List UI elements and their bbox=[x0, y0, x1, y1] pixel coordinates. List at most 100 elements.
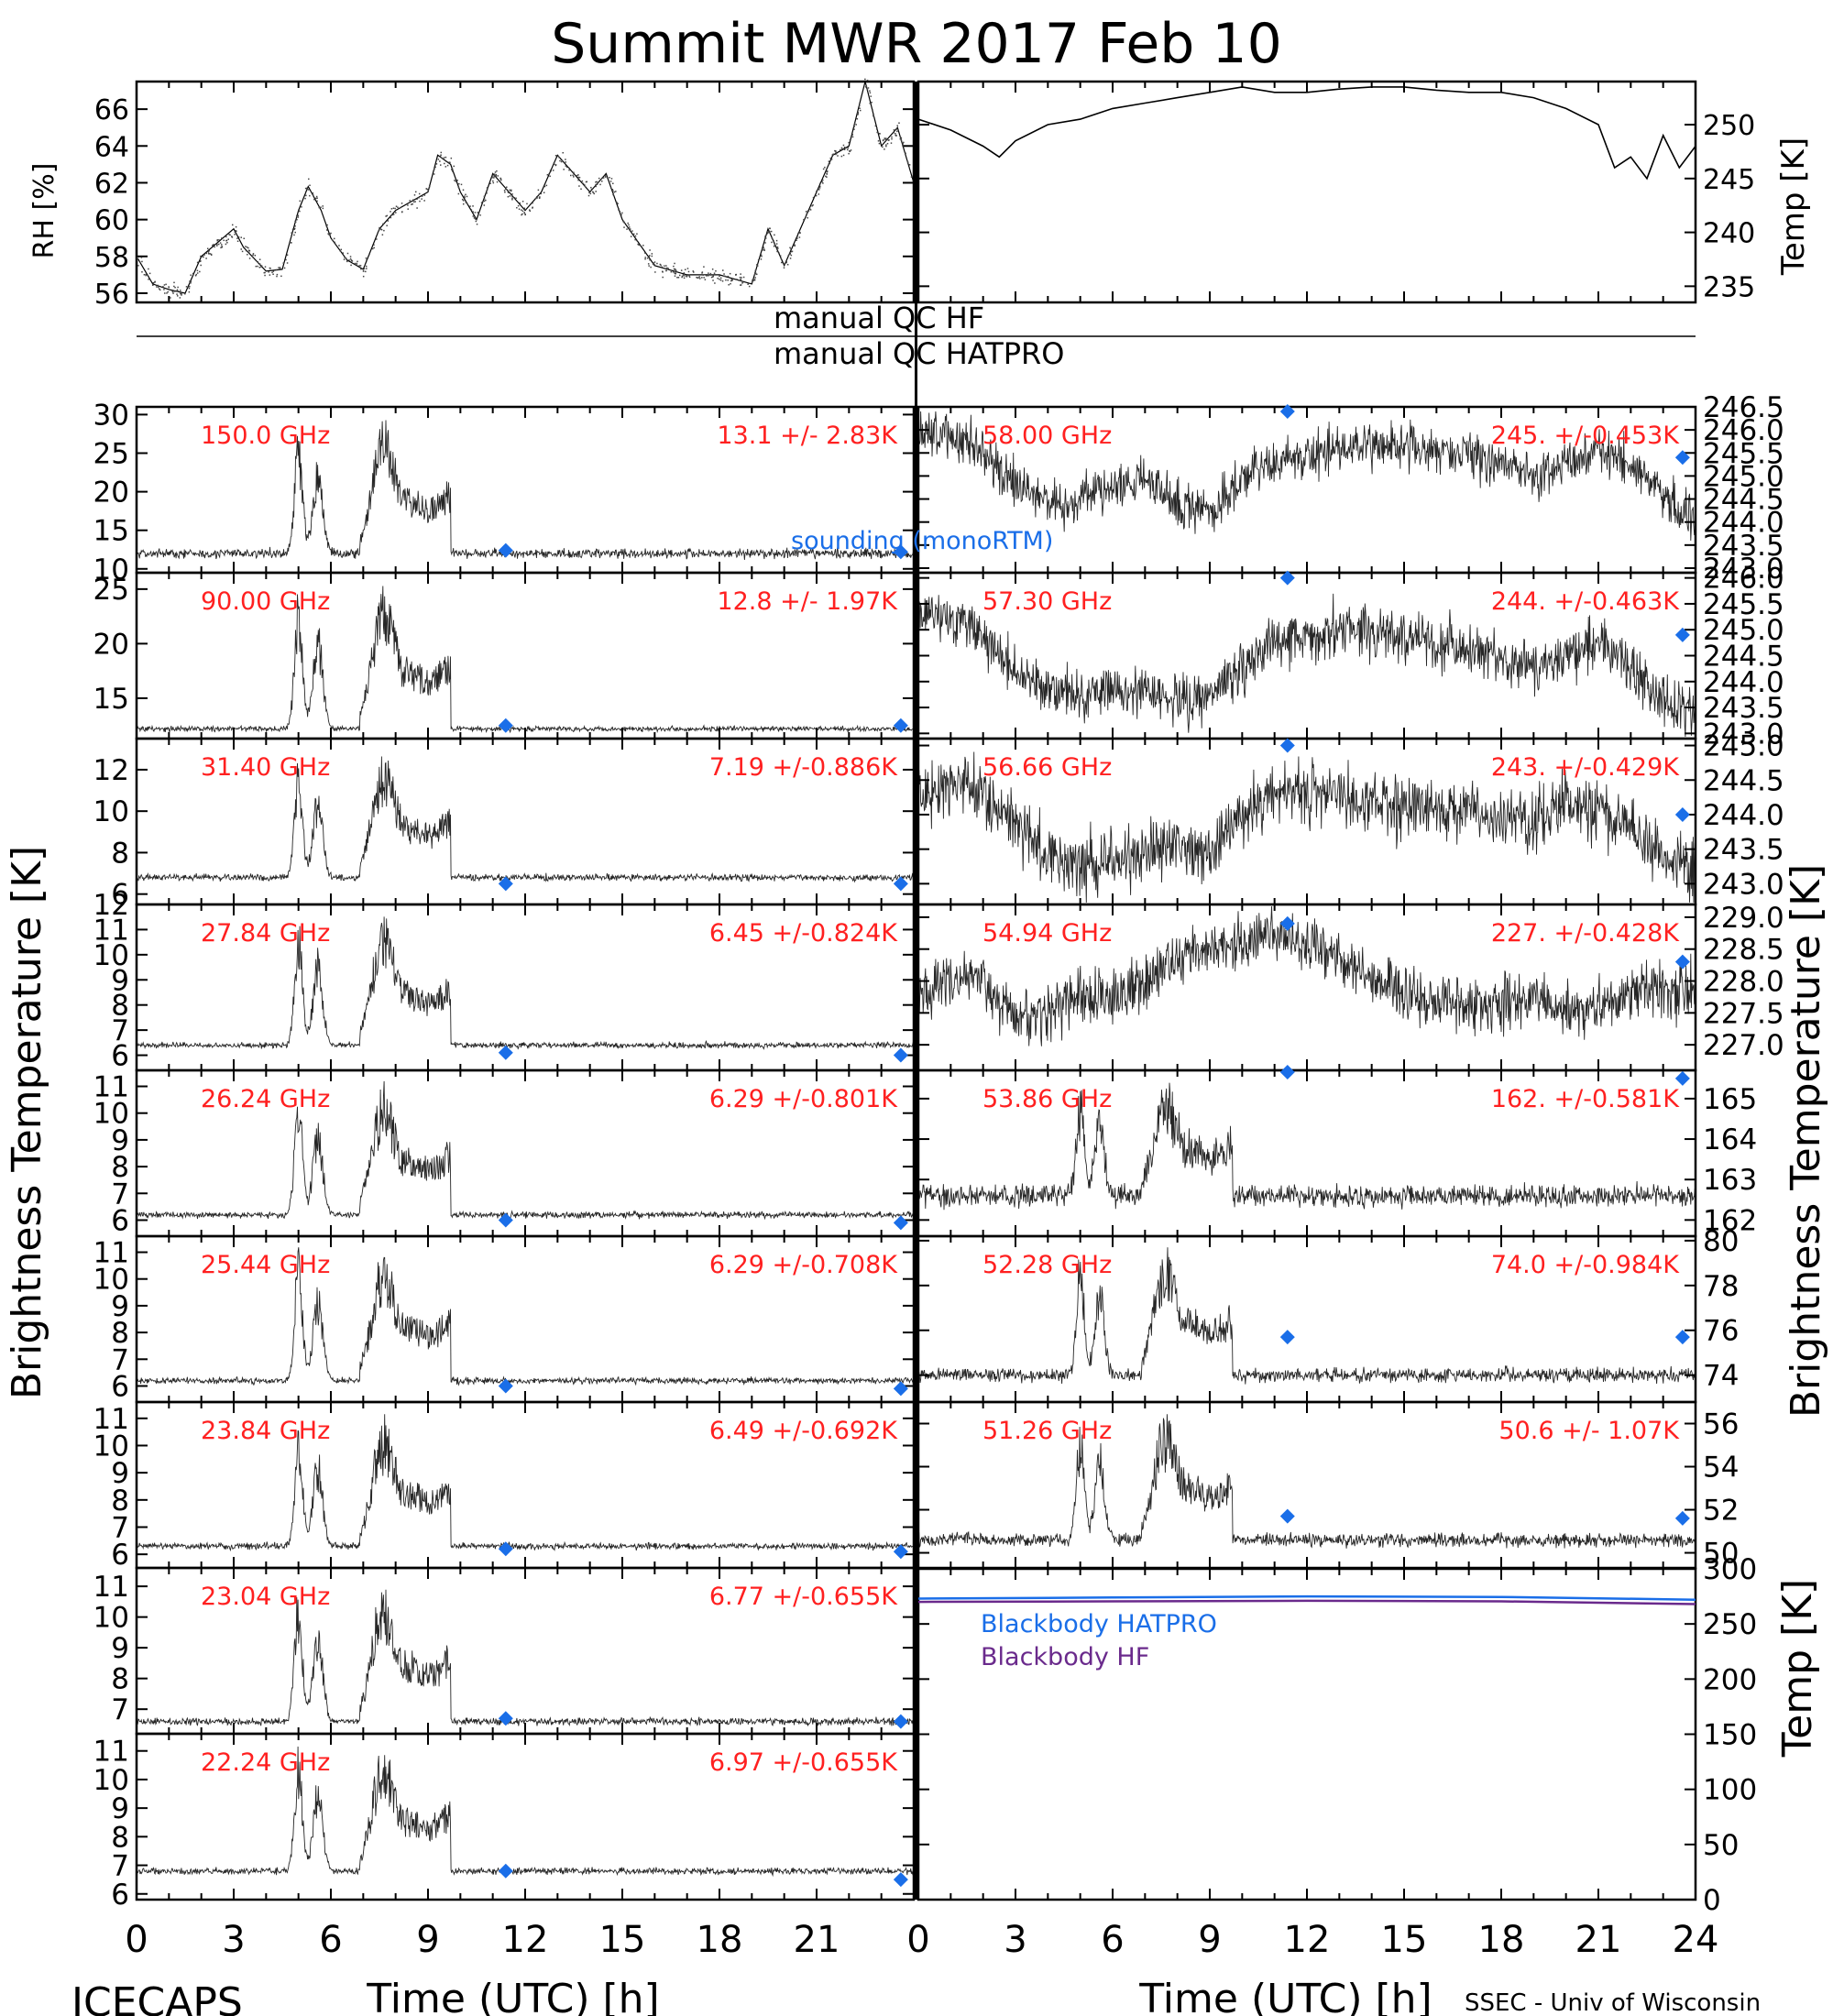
rh-point bbox=[537, 189, 540, 192]
sounding-point-ch23.04 bbox=[498, 1711, 513, 1726]
rh-point bbox=[910, 176, 913, 178]
rh-point bbox=[548, 173, 550, 175]
rh-point bbox=[653, 263, 655, 266]
stats-label-ch54.94: 227. +/-0.428K bbox=[1491, 919, 1680, 948]
rh-point bbox=[747, 283, 749, 285]
rh-point bbox=[376, 238, 378, 240]
rh-point bbox=[356, 264, 358, 266]
rh-point bbox=[896, 125, 898, 126]
rh-point bbox=[784, 263, 785, 266]
rh-point bbox=[776, 246, 779, 248]
rh-point bbox=[455, 181, 457, 182]
rh-point bbox=[630, 236, 632, 237]
rh-point bbox=[354, 262, 357, 265]
blackbody-panel-ytick-label: 50 bbox=[1703, 1829, 1739, 1862]
rh-point bbox=[264, 266, 267, 268]
rh-point bbox=[272, 273, 274, 276]
panel-ch51.26: 50 52 54 56 bbox=[916, 1400, 1739, 1571]
rh-point bbox=[539, 196, 541, 198]
rh-point bbox=[847, 147, 850, 149]
sounding-point-ch22.24 bbox=[498, 1863, 513, 1879]
rh-point bbox=[618, 209, 620, 211]
rh-panel: 56 58 60 62 64 66 bbox=[94, 80, 916, 311]
rh-point bbox=[725, 279, 727, 281]
panel-ch26.24-ytick-label: 10 bbox=[93, 1098, 129, 1131]
rh-point bbox=[834, 149, 836, 152]
rh-point bbox=[221, 246, 224, 248]
rh-point bbox=[766, 232, 769, 234]
rh-point bbox=[423, 194, 426, 196]
freq-label-ch23.04: 23.04 GHz bbox=[201, 1583, 330, 1611]
rh-point bbox=[786, 263, 789, 266]
rh-point bbox=[433, 173, 435, 175]
rh-point bbox=[483, 195, 486, 198]
rh-point bbox=[869, 92, 872, 93]
freq-label-ch90.00: 90.00 GHz bbox=[201, 587, 330, 616]
rh-point bbox=[805, 211, 807, 213]
rh-point bbox=[275, 268, 278, 271]
sounding-point-ch56.66 bbox=[1674, 806, 1690, 822]
rh-point bbox=[754, 269, 757, 271]
rh-point bbox=[642, 245, 644, 247]
rh-point bbox=[565, 159, 566, 160]
rh-point bbox=[893, 131, 895, 134]
rh-point bbox=[623, 221, 625, 224]
rh-point bbox=[900, 137, 903, 139]
rh-point bbox=[492, 181, 495, 184]
rh-point bbox=[837, 155, 839, 157]
sounding-point-ch31.40 bbox=[498, 876, 513, 892]
qc-hf-label: manual QC HF bbox=[774, 301, 984, 335]
rh-point bbox=[212, 244, 214, 247]
rh-point bbox=[777, 247, 779, 249]
rh-point bbox=[272, 270, 275, 272]
rh-point bbox=[322, 207, 324, 210]
rh-point bbox=[152, 284, 154, 287]
rh-point bbox=[634, 238, 636, 241]
rh-point bbox=[553, 162, 554, 165]
rh-point bbox=[221, 237, 223, 239]
rh-point bbox=[445, 166, 447, 168]
rh-point bbox=[257, 261, 259, 263]
rh-point bbox=[221, 246, 223, 247]
rh-point bbox=[343, 258, 346, 260]
rh-point bbox=[902, 143, 904, 145]
stats-label-ch31.40: 7.19 +/-0.886K bbox=[709, 753, 898, 782]
panel-ch58.00-ytick-label: 244.0 bbox=[1703, 507, 1784, 540]
rh-point bbox=[221, 244, 223, 246]
rh-point bbox=[381, 234, 384, 236]
rh-panel-ytick-label: 56 bbox=[94, 279, 129, 311]
rh-point bbox=[554, 163, 555, 165]
rh-point bbox=[181, 292, 182, 295]
rh-point bbox=[421, 198, 423, 200]
rh-point bbox=[207, 250, 210, 253]
rh-point bbox=[294, 225, 296, 227]
rh-point bbox=[314, 197, 317, 200]
rh-point bbox=[836, 152, 838, 155]
rh-point bbox=[651, 255, 653, 257]
rh-point bbox=[735, 274, 737, 276]
rh-point bbox=[529, 210, 532, 213]
rh-point bbox=[504, 191, 506, 193]
rh-point bbox=[588, 192, 590, 193]
rh-point bbox=[231, 236, 233, 237]
rh-point bbox=[334, 237, 335, 240]
rh-point bbox=[363, 268, 366, 270]
rh-point bbox=[386, 225, 388, 226]
rh-point bbox=[511, 193, 513, 195]
rh-point bbox=[141, 271, 143, 273]
rh-point bbox=[635, 239, 638, 242]
blackbody-series-1 bbox=[917, 1599, 1696, 1605]
rh-point bbox=[686, 276, 688, 278]
rh-point bbox=[807, 210, 810, 212]
sounding-legend: sounding (monoRTM) bbox=[791, 527, 1053, 555]
time-right-axis-label: Time (UTC) [h] bbox=[1138, 1976, 1432, 2016]
rh-point bbox=[390, 216, 392, 219]
rh-point bbox=[639, 244, 641, 247]
rh-point bbox=[774, 234, 775, 236]
rh-point bbox=[590, 186, 592, 189]
rh-point bbox=[698, 278, 701, 279]
blackbody-panel: 0 50 100 150 200 250 300 bbox=[916, 1553, 1757, 1917]
rh-point bbox=[377, 232, 379, 235]
rh-point bbox=[412, 199, 414, 201]
rh-point bbox=[776, 250, 778, 253]
